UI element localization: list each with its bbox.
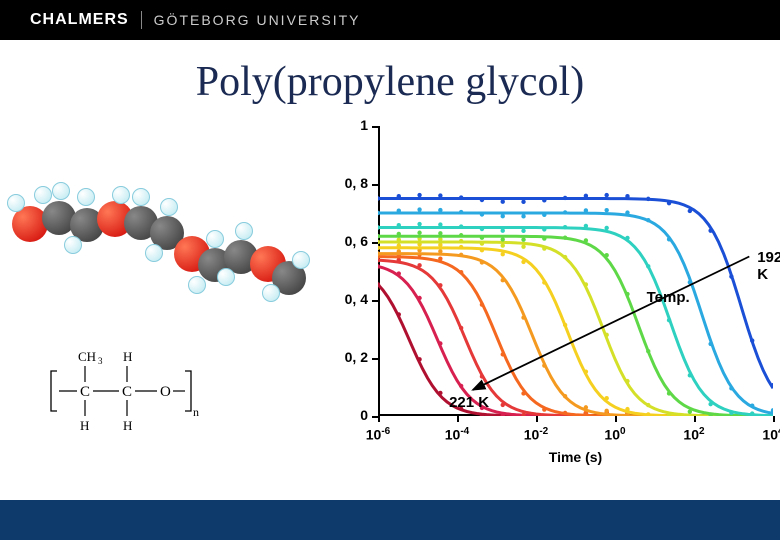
x-axis-label: Time (s)	[378, 449, 773, 465]
atom-h	[132, 188, 150, 206]
molecule-3d	[2, 146, 322, 326]
atom-h	[292, 251, 310, 269]
x-tick: 100	[604, 426, 625, 443]
y-tick: 1	[330, 117, 368, 133]
header-bar: CHALMERS GÖTEBORG UNIVERSITY	[0, 0, 780, 40]
y-tick: 0, 2	[330, 349, 368, 365]
atom-h	[52, 182, 70, 200]
atom-h	[64, 236, 82, 254]
atom-h	[235, 222, 253, 240]
atom-h	[7, 194, 25, 212]
y-tick: 0	[330, 407, 368, 423]
x-tick: 10-4	[445, 426, 469, 443]
svg-text:H: H	[123, 418, 132, 433]
chart-curves	[378, 126, 773, 416]
atom-h	[206, 230, 224, 248]
x-tick: 104	[762, 426, 780, 443]
footer-bar	[0, 500, 780, 540]
chart-annotation: 192 K	[757, 249, 780, 283]
chart-annotation: 221 K	[449, 394, 489, 411]
brand-divider	[141, 11, 142, 29]
chemical-formula: CH 3 H C C O H H n	[45, 346, 205, 441]
page-title: Poly(propylene glycol)	[0, 58, 780, 106]
atom-h	[262, 284, 280, 302]
atom-h	[77, 188, 95, 206]
brand-gu: GÖTEBORG UNIVERSITY	[154, 12, 361, 28]
x-tick: 10-6	[366, 426, 390, 443]
svg-text:n: n	[193, 405, 199, 419]
chart-annotation: Temp.	[647, 289, 690, 306]
atom-h	[145, 244, 163, 262]
atom-h	[217, 268, 235, 286]
svg-text:H: H	[123, 349, 132, 364]
svg-text:CH: CH	[78, 349, 96, 364]
x-tick: 102	[683, 426, 704, 443]
atom-h	[188, 276, 206, 294]
curve-198K	[378, 228, 773, 416]
content: CH 3 H C C O H H n	[0, 116, 780, 516]
svg-text:C: C	[122, 384, 132, 400]
svg-text:3: 3	[98, 356, 103, 366]
atom-h	[34, 186, 52, 204]
svg-text:C: C	[80, 384, 90, 400]
curve-201K	[378, 236, 773, 416]
decay-chart: Time (s) 10, 80, 60, 40, 2010-610-410-21…	[330, 116, 775, 446]
brand-chalmers: CHALMERS	[30, 11, 129, 29]
svg-text:O: O	[160, 384, 171, 400]
x-tick: 10-2	[524, 426, 548, 443]
y-tick: 0, 4	[330, 291, 368, 307]
y-tick: 0, 6	[330, 233, 368, 249]
atom-h	[160, 198, 178, 216]
atom-h	[112, 186, 130, 204]
svg-text:H: H	[80, 418, 89, 433]
y-tick: 0, 8	[330, 175, 368, 191]
